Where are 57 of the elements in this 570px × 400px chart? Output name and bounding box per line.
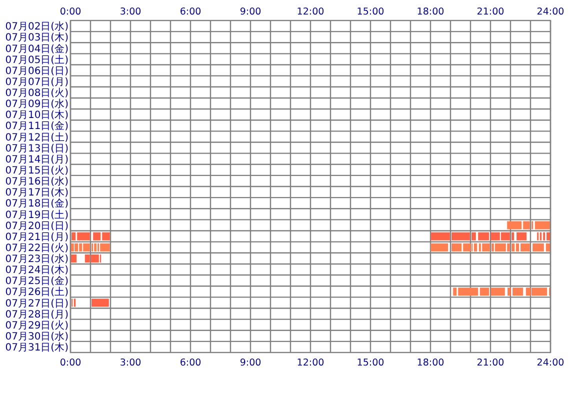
y-tick-label: 07月21日(月)	[5, 232, 69, 243]
y-tick-label: 07月30日(水)	[5, 330, 69, 342]
y-tick-label: 07月04日(金)	[5, 42, 69, 55]
bar	[512, 288, 524, 296]
y-tick-label: 07月22日(火)	[5, 242, 69, 254]
bar	[534, 221, 550, 230]
y-tick-label: 07月05日(土)	[5, 54, 69, 66]
y-tick-label: 07月09日(水)	[5, 98, 69, 110]
y-tick-label: 07月25日(金)	[5, 275, 69, 288]
y-tick-label: 07月27日(日)	[5, 298, 69, 310]
y-tick-label: 07月20日(日)	[5, 220, 69, 232]
x2-tick-label: 18:00	[416, 6, 444, 18]
bar	[490, 288, 505, 296]
bar	[83, 243, 90, 252]
y-tick-label: 07月26日(土)	[5, 286, 69, 298]
x2-tick-label: 15:00	[356, 6, 384, 18]
x2-tick-label: 6:00	[180, 6, 202, 18]
y-tick-label: 07月10日(木)	[5, 109, 69, 122]
x-tick-label: 21:00	[476, 358, 504, 368]
y-tick-label: 07月11日(金)	[5, 120, 69, 132]
x-tick-label: 15:00	[356, 358, 384, 368]
y-tick-label: 07月24日(木)	[5, 264, 69, 276]
y-tick-label: 07月14日(月)	[5, 154, 69, 166]
y-tick-label: 07月29日(火)	[5, 319, 69, 332]
y-tick-label: 07月15日(火)	[5, 164, 69, 176]
y-tick-label: 07月08日(火)	[5, 87, 69, 100]
y-tick-label: 07月12日(土)	[5, 131, 69, 144]
bar	[494, 243, 506, 252]
y-tick-label: 07月19日(土)	[5, 208, 69, 221]
bar	[532, 243, 544, 252]
y-tick-label: 07月23日(水)	[5, 253, 69, 266]
y-tick-label: 07月16日(水)	[5, 176, 69, 188]
y-tick-label: 07月17日(木)	[5, 186, 69, 199]
x-tick-label: 18:00	[416, 358, 444, 368]
x-tick-label: 9:00	[240, 358, 262, 368]
x-tick-label: 3:00	[120, 358, 142, 368]
x2-tick-label: 12:00	[296, 6, 324, 18]
x-tick-label: 6:00	[180, 358, 202, 368]
x2-tick-label: 24:00	[536, 6, 564, 18]
y-tick-label: 07月28日(月)	[5, 309, 69, 320]
bar	[100, 243, 110, 252]
y-tick-label: 07月06日(日)	[5, 66, 69, 77]
y-tick-label: 07月03日(木)	[5, 32, 69, 44]
y-tick-label: 07月13日(日)	[5, 143, 69, 154]
y-tick-label: 07月07日(月)	[5, 76, 69, 88]
x2-tick-label: 0:00	[60, 6, 82, 18]
x-tick-label: 0:00	[60, 358, 82, 368]
y-tick-label: 07月31日(木)	[5, 342, 69, 354]
x2-tick-label: 9:00	[240, 6, 262, 18]
bar	[430, 243, 448, 252]
x-tick-label: 12:00	[296, 358, 324, 368]
x-tick-label: 24:00	[536, 358, 564, 368]
bar	[508, 288, 510, 296]
y-tick-label: 07月02日(水)	[5, 20, 69, 33]
x2-tick-label: 21:00	[476, 6, 504, 18]
y-tick-label: 07月18日(金)	[5, 198, 69, 210]
x2-tick-label: 3:00	[120, 6, 142, 18]
